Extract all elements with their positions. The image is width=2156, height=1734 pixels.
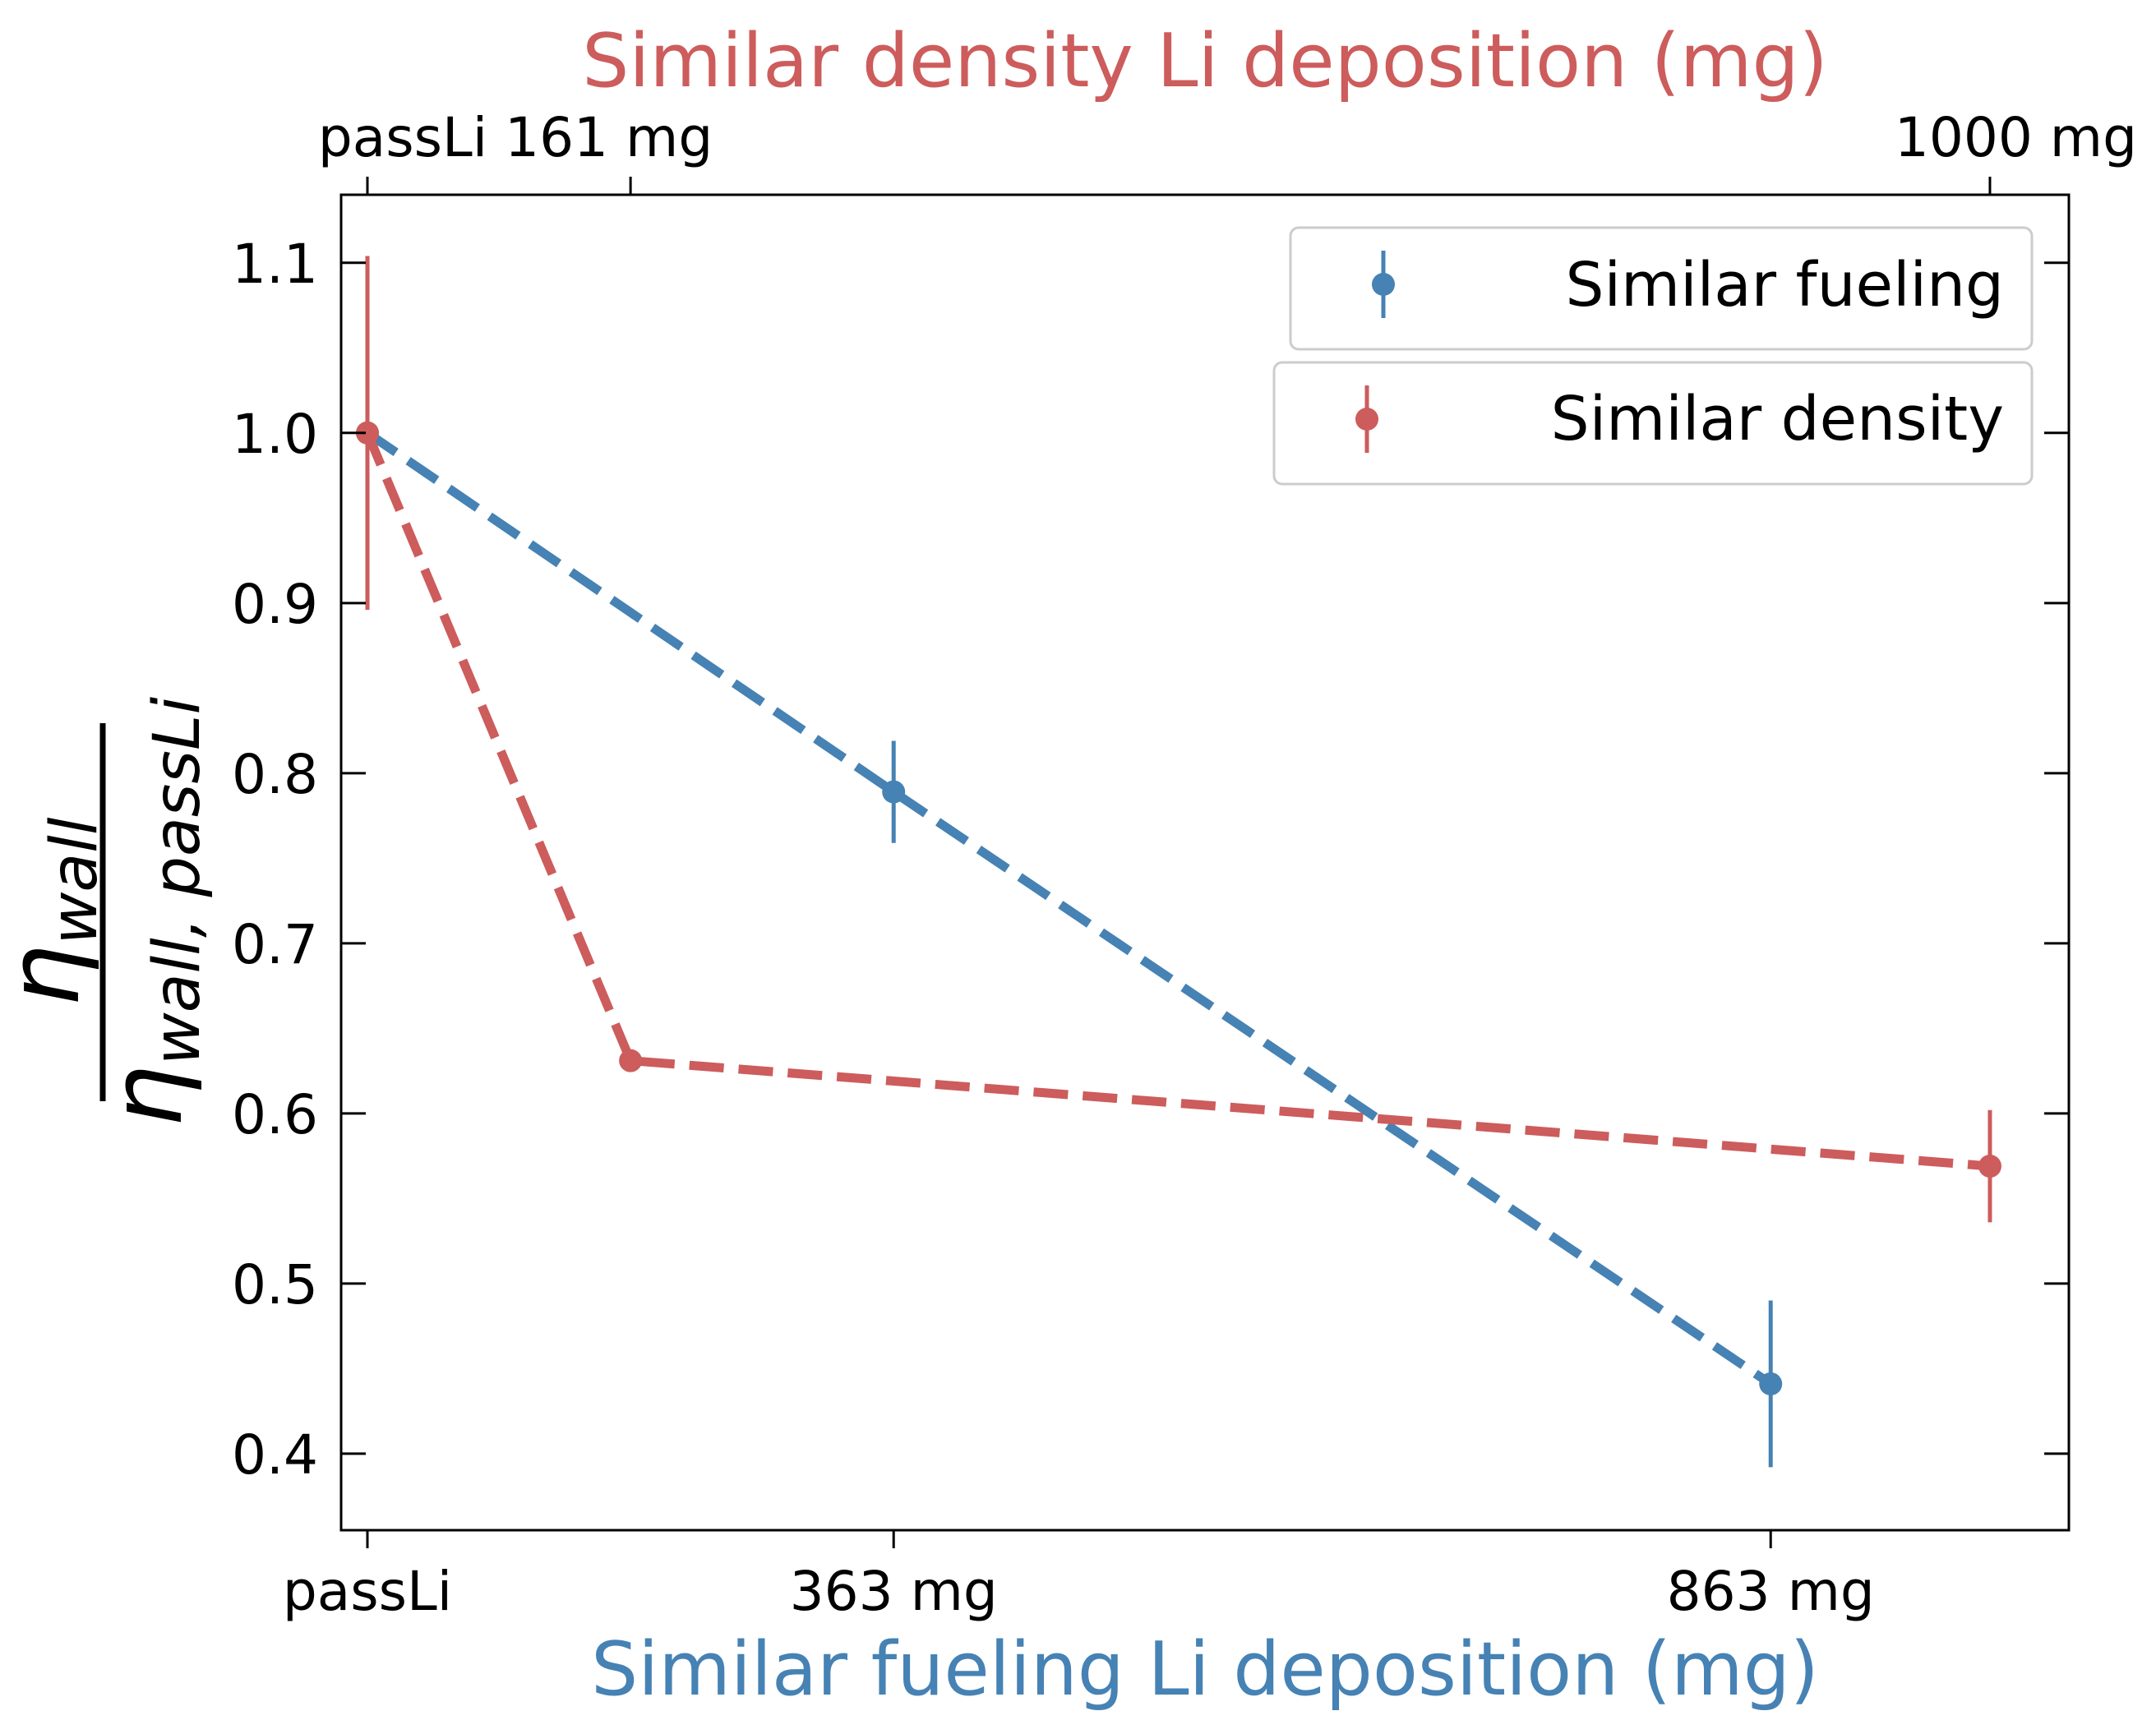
y-label-denominator: ηwall, passLi [90, 697, 215, 1128]
y-tick-label-6: 1.0 [232, 403, 318, 466]
plot-area [356, 256, 2001, 1468]
y-label-numerator-subscript: wall [38, 817, 112, 944]
marker-similar-density-0 [356, 421, 380, 445]
legend-marker-similar-fueling [1372, 273, 1395, 296]
marker-similar-density-1 [619, 1049, 643, 1072]
x-tick-label-bottom-1: 363 mg [790, 1560, 998, 1623]
y-label-numerator: ηwall [0, 817, 112, 1007]
axes: 0.4 0.5 0.6 0.7 0.8 0.9 1.0 1.1 passLi 363 mg 863 … [232, 106, 2137, 1623]
y-tick-label-2: 0.6 [232, 1083, 318, 1146]
x-tick-label-bottom-2: 863 mg [1667, 1560, 1875, 1623]
y-axis-label: ηwall ηwall, passLi [0, 697, 215, 1128]
series-line-similar-fueling [364, 429, 1774, 1388]
legend-box-similar-density [1272, 361, 2034, 486]
x-tick-label-top-1: 1000 mg [1895, 106, 2137, 169]
y-tick-label-5: 0.9 [232, 573, 318, 636]
svg-text:ηwall: ηwall [0, 817, 112, 1007]
x-tick-label-bottom-0: passLi [283, 1560, 452, 1623]
legend-label-similar-density: Similar density [1551, 384, 2004, 454]
y-tick-label-1: 0.5 [232, 1253, 318, 1317]
x-tick-label-top-0: passLi 161 mg [318, 106, 713, 169]
marker-similar-fueling-1 [882, 780, 906, 804]
legend: Similar fueling Similar density [1272, 226, 2034, 486]
y-tick-label-0: 0.4 [232, 1423, 318, 1487]
y-label-numerator-symbol: η [0, 944, 102, 1007]
series-line-similar-density [362, 431, 1991, 1171]
legend-marker-similar-density [1355, 408, 1378, 431]
y-tick-label-4: 0.8 [232, 743, 318, 806]
marker-similar-fueling-2 [1759, 1372, 1783, 1395]
top-axis-title: Similar density Li deposition (mg) [582, 18, 1828, 104]
plot-frame [339, 193, 2071, 1532]
legend-entry-similar-density: Similar density [1272, 361, 2034, 486]
legend-entry-similar-fueling: Similar fueling [1289, 226, 2034, 351]
y-label-denominator-symbol: η [90, 1065, 205, 1128]
x-axis-title: Similar fueling Li deposition (mg) [591, 1626, 1819, 1713]
y-tick-label-7: 1.1 [232, 233, 318, 296]
y-tick-label-3: 0.7 [232, 913, 318, 976]
svg-text:ηwall, passLi: ηwall, passLi [90, 697, 215, 1128]
y-label-denominator-subscript: wall, passLi [141, 697, 215, 1066]
legend-label-similar-fueling: Similar fueling [1565, 250, 2004, 321]
legend-box-similar-fueling [1289, 226, 2034, 351]
marker-similar-density-2 [1978, 1155, 2001, 1178]
